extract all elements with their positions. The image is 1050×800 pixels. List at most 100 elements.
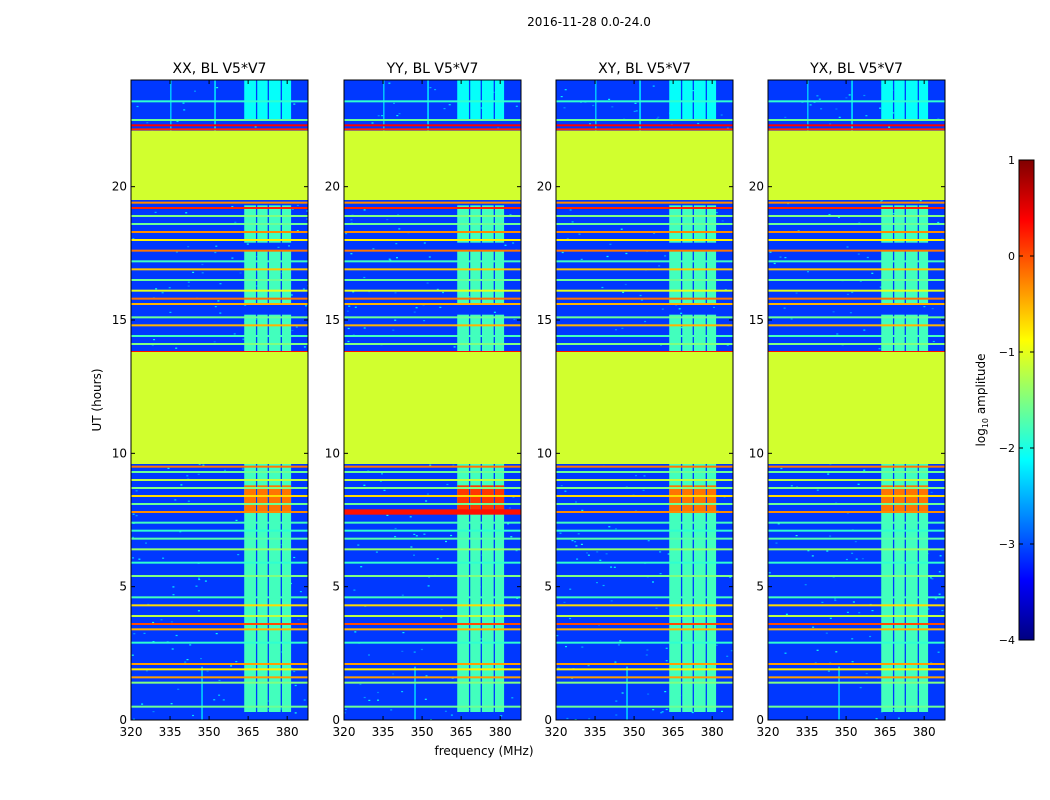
noise-pixel xyxy=(187,500,190,502)
time-line xyxy=(768,268,945,271)
noise-pixel xyxy=(821,601,824,603)
noise-pixel xyxy=(851,552,854,554)
noise-pixel xyxy=(383,489,386,491)
noise-pixel xyxy=(934,598,937,600)
noise-pixel xyxy=(569,617,571,620)
noise-pixel xyxy=(177,688,180,690)
time-line xyxy=(556,561,733,564)
noise-pixel xyxy=(664,691,667,693)
noise-pixel xyxy=(569,209,572,211)
noise-pixel xyxy=(255,285,258,287)
noise-pixel xyxy=(234,221,237,223)
noise-pixel xyxy=(246,243,249,245)
noise-pixel xyxy=(371,122,374,124)
noise-pixel xyxy=(141,703,144,705)
time-line xyxy=(131,479,308,481)
noise-pixel xyxy=(507,523,510,525)
noise-pixel xyxy=(353,589,356,591)
rfi-burst xyxy=(918,485,929,512)
time-line xyxy=(768,575,945,577)
noise-pixel xyxy=(160,619,163,621)
y-tick-label: 20 xyxy=(112,180,127,194)
noise-pixel xyxy=(175,347,178,349)
noise-pixel xyxy=(768,572,771,574)
noise-pixel xyxy=(424,698,427,700)
y-tick-label: 15 xyxy=(749,313,764,327)
panel-1: XX, BL V5*V7 320 335 350 365 380 0 5 10 15 20 xyxy=(112,61,309,739)
rfi-column xyxy=(281,464,292,712)
noise-pixel xyxy=(420,648,423,651)
noise-pixel xyxy=(306,218,308,220)
time-line xyxy=(344,537,521,540)
time-line xyxy=(768,471,945,473)
noise-pixel xyxy=(185,212,188,214)
noise-pixel xyxy=(145,670,148,672)
noise-pixel xyxy=(930,491,933,493)
noise-pixel xyxy=(152,711,155,713)
noise-pixel xyxy=(825,632,828,634)
noise-pixel xyxy=(291,329,294,332)
time-line xyxy=(556,529,733,532)
rfi-burst xyxy=(457,485,469,512)
noise-pixel xyxy=(288,245,290,247)
noise-pixel xyxy=(423,533,426,535)
time-line xyxy=(768,119,945,121)
time-line xyxy=(344,548,521,551)
rfi-burst xyxy=(905,485,918,512)
y-tick-label: 5 xyxy=(544,580,552,594)
noise-pixel xyxy=(396,257,398,259)
rfi-column-top xyxy=(481,80,494,120)
rfi-column xyxy=(494,464,505,712)
figure-title: 2016-11-28 0.0-24.0 xyxy=(527,15,651,29)
time-line xyxy=(768,596,945,599)
noise-pixel xyxy=(784,257,787,259)
noise-pixel xyxy=(217,300,220,302)
vertical-streak xyxy=(626,666,628,720)
rfi-column xyxy=(494,314,505,352)
time-line xyxy=(556,495,733,497)
noise-pixel xyxy=(363,696,366,699)
time-line xyxy=(131,343,308,345)
time-line xyxy=(344,529,521,532)
noise-pixel xyxy=(652,581,654,583)
noise-pixel xyxy=(436,288,439,290)
noise-pixel xyxy=(854,541,857,543)
noise-pixel xyxy=(932,340,935,343)
time-line xyxy=(768,128,945,131)
noise-pixel xyxy=(515,550,518,552)
time-line xyxy=(556,705,733,708)
y-axis-label: UT (hours) xyxy=(90,368,104,431)
noise-pixel xyxy=(664,255,667,257)
time-line xyxy=(131,316,308,319)
time-line xyxy=(131,324,308,327)
noise-pixel xyxy=(564,89,567,91)
time-line xyxy=(556,316,733,319)
time-line xyxy=(131,641,308,644)
time-line xyxy=(344,303,521,305)
time-line xyxy=(344,100,521,103)
time-line xyxy=(131,511,308,513)
noise-pixel xyxy=(818,98,821,100)
rfi-burst xyxy=(682,485,693,512)
rfi-column xyxy=(669,464,681,712)
time-line xyxy=(131,596,308,599)
noise-pixel xyxy=(306,210,308,212)
noise-pixel xyxy=(893,213,896,215)
y-tick-label: 5 xyxy=(756,580,764,594)
time-line xyxy=(768,641,945,644)
noise-pixel xyxy=(138,558,141,560)
noise-pixel xyxy=(655,607,658,609)
noise-pixel xyxy=(863,329,866,331)
time-line xyxy=(344,231,521,233)
noise-pixel xyxy=(923,306,926,308)
noise-pixel xyxy=(480,107,483,109)
time-line xyxy=(344,705,521,708)
noise-pixel xyxy=(377,691,379,694)
time-line xyxy=(131,215,308,217)
noise-pixel xyxy=(845,558,848,561)
time-line xyxy=(768,324,945,327)
rfi-column-top xyxy=(881,80,893,120)
noise-pixel xyxy=(795,535,798,537)
noise-pixel xyxy=(832,311,835,313)
noise-pixel xyxy=(575,545,578,547)
